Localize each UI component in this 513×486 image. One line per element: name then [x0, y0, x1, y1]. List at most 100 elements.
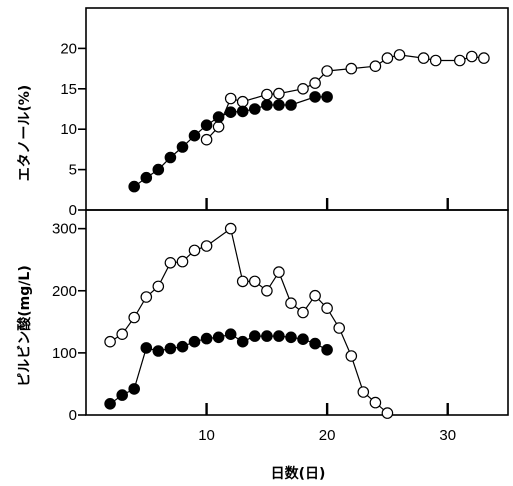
x-axis-title: 日数(日): [271, 465, 326, 482]
ethanol-point-filled: [164, 151, 177, 164]
pyruvate-point-filled: [200, 332, 213, 345]
ethanol-point-filled: [188, 129, 201, 142]
pyruvate-series: [104, 222, 394, 419]
ethanol-point-filled: [285, 99, 297, 111]
ethanol-y-tick-label: 10: [60, 121, 77, 138]
ethanol-x-ticks: [205, 198, 449, 210]
ethanol-point-open: [417, 52, 430, 64]
ethanol-point-filled: [152, 163, 165, 176]
pyruvate-y-tick-label: 100: [52, 345, 77, 362]
pyruvate-plot-frame: [85, 209, 509, 416]
pyruvate-point-filled: [176, 340, 189, 353]
ethanol-point-filled: [249, 103, 261, 115]
pyruvate-y-tick-label: 300: [52, 221, 77, 238]
ethanol-panel: 0 5 10 15 20 エタノール(%): [17, 7, 509, 219]
pyruvate-point-open: [224, 222, 237, 235]
ethanol-point-open: [453, 54, 466, 67]
ethanol-point-open: [369, 60, 382, 72]
pyruvate-point-open: [128, 311, 140, 324]
pyruvate-point-filled: [285, 331, 297, 344]
pyruvate-point-open: [285, 297, 297, 309]
ethanol-point-filled: [261, 99, 273, 111]
ethanol-point-filled: [128, 180, 140, 193]
ethanol-point-filled: [224, 106, 237, 118]
pyruvate-point-filled: [297, 333, 309, 345]
pyruvate-point-filled: [273, 330, 285, 342]
ethanol-y-ticks: 0 5 10 15 20: [60, 40, 86, 219]
ethanol-point-open: [236, 95, 249, 108]
ethanol-point-open: [200, 133, 213, 146]
pyruvate-point-open: [140, 291, 153, 303]
pyruvate-series-line-open: [109, 227, 388, 414]
ethanol-point-filled: [140, 171, 153, 184]
ethanol-series-line-filled: [133, 96, 328, 188]
ethanol-point-open: [465, 50, 478, 63]
pyruvate-point-open: [152, 280, 165, 293]
pyruvate-point-open: [261, 284, 273, 297]
ethanol-point-filled: [273, 99, 285, 111]
pyruvate-point-open: [273, 266, 285, 278]
pyruvate-point-filled: [140, 342, 153, 354]
ethanol-series: [128, 49, 490, 193]
ethanol-point-open: [478, 52, 490, 64]
pyruvate-point-open: [381, 407, 394, 419]
pyruvate-point-filled: [164, 342, 177, 355]
pyruvate-point-open: [249, 275, 261, 288]
ethanol-point-filled: [321, 91, 333, 103]
pyruvate-point-open: [104, 335, 116, 348]
pyruvate-x-tick-label: 10: [198, 427, 215, 444]
ethanol-point-filled: [236, 105, 249, 118]
ethanol-point-open: [309, 77, 321, 89]
ethanol-point-filled: [200, 119, 213, 131]
ethanol-point-open: [297, 83, 309, 95]
pyruvate-point-filled: [321, 343, 333, 356]
pyruvate-point-open: [345, 350, 358, 362]
pyruvate-point-open: [164, 256, 177, 269]
pyruvate-y-ticks: 0 100 200 300: [52, 221, 86, 424]
pyruvate-point-open: [333, 322, 345, 334]
pyruvate-point-filled: [236, 335, 249, 348]
pyruvate-point-filled: [309, 337, 321, 350]
ethanol-point-filled: [212, 111, 225, 123]
pyruvate-point-open: [200, 240, 213, 252]
ethanol-point-open: [224, 92, 237, 105]
ethanol-point-open: [345, 62, 358, 75]
ethanol-point-filled: [176, 141, 189, 153]
pyruvate-y-tick-label: 0: [69, 407, 77, 424]
pyruvate-point-open: [369, 396, 382, 409]
ethanol-point-open: [393, 49, 406, 61]
pyruvate-point-open: [309, 289, 321, 302]
ethanol-point-open: [429, 54, 442, 67]
pyruvate-point-filled: [116, 389, 128, 401]
pyruvate-x-ticks: 10 20 30: [198, 403, 456, 444]
pyruvate-point-filled: [128, 383, 140, 395]
pyruvate-panel: 0 100 200 300 10 20 30 ピルビン酸(mg/L): [16, 209, 509, 444]
pyruvate-point-open: [236, 275, 249, 288]
pyruvate-point-open: [116, 328, 128, 340]
pyruvate-point-filled: [104, 397, 116, 410]
ethanol-point-open: [261, 88, 273, 101]
pyruvate-point-open: [188, 244, 201, 257]
pyruvate-point-filled: [224, 328, 237, 340]
ethanol-y-tick-label: 20: [60, 40, 77, 57]
pyruvate-point-open: [297, 306, 309, 319]
ethanol-y-axis-title: エタノール(%): [17, 85, 33, 181]
ethanol-y-tick-label: 0: [69, 202, 77, 219]
ethanol-point-open: [321, 65, 333, 77]
pyruvate-point-open: [357, 386, 370, 398]
ethanol-y-tick-label: 15: [60, 81, 77, 98]
pyruvate-point-open: [176, 255, 189, 268]
pyruvate-point-open: [321, 302, 333, 314]
pyruvate-y-tick-label: 200: [52, 283, 77, 300]
ethanol-y-tick-label: 5: [69, 162, 77, 179]
ethanol-point-open: [381, 52, 394, 64]
ethanol-point-open: [273, 87, 285, 100]
pyruvate-point-filled: [212, 331, 225, 344]
pyruvate-y-axis-title: ピルビン酸(mg/L): [16, 265, 33, 386]
ethanol-series-line-open: [206, 54, 484, 141]
pyruvate-point-filled: [188, 335, 201, 348]
pyruvate-point-filled: [261, 330, 273, 342]
ethanol-point-filled: [309, 91, 321, 103]
ethanol-point-open: [212, 121, 225, 133]
